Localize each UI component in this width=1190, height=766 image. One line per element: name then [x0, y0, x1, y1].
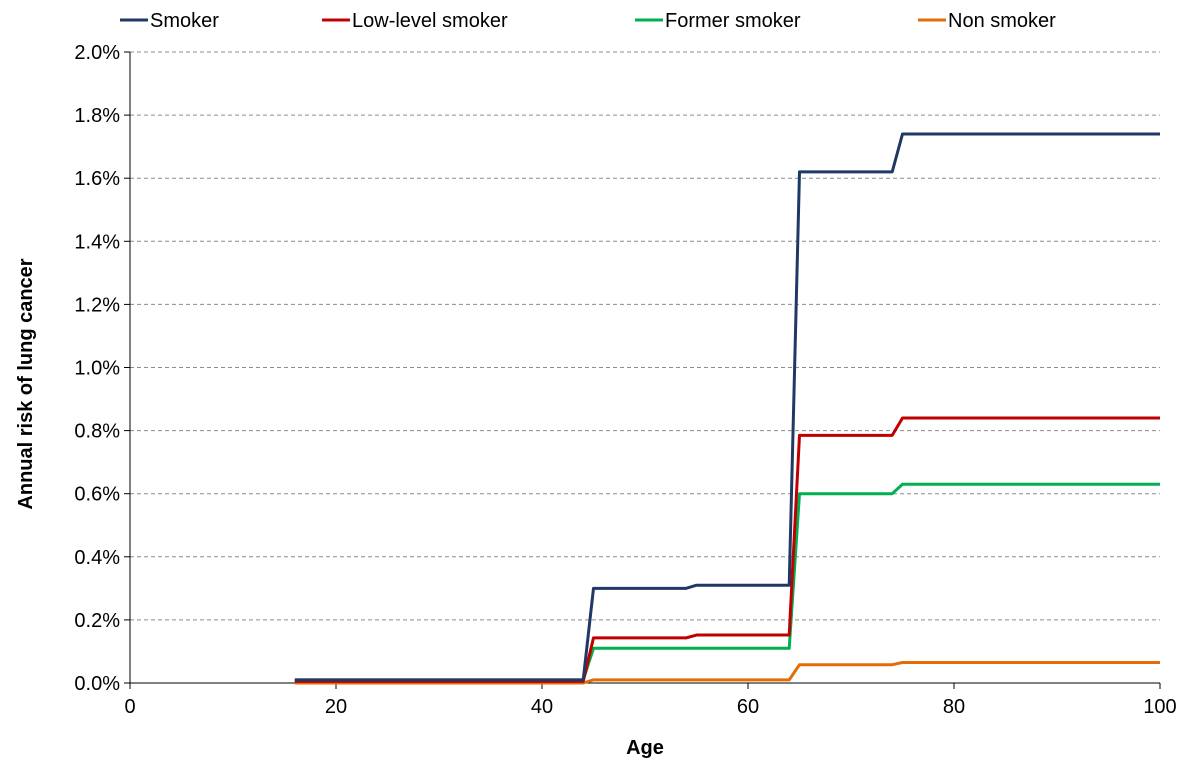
x-tick-label: 80	[943, 696, 965, 718]
y-tick-label: 1.8%	[74, 105, 120, 127]
y-axis-tick-labels: 0.0% 0.2% 0.4% 0.6% 0.8% 1.0% 1.2% 1.4% 1.6% 1.8%…	[74, 42, 120, 695]
y-tick-label: 2.0%	[74, 42, 120, 64]
x-tick-label: 0	[124, 696, 135, 718]
x-tick-label: 40	[531, 696, 553, 718]
y-tick-label: 0.0%	[74, 673, 120, 695]
y-tick-label: 0.4%	[74, 547, 120, 569]
y-tick-label: 1.0%	[74, 358, 120, 380]
legend-label-non-smoker: Non smoker	[948, 10, 1056, 32]
legend-label-smoker: Smoker	[150, 10, 219, 32]
y-tick-label: 0.8%	[74, 421, 120, 443]
y-tick-label: 1.6%	[74, 168, 120, 190]
x-tick-label: 20	[325, 696, 347, 718]
series-line-non-smoker	[294, 660, 1160, 685]
y-axis-title: Annual risk of lung cancer	[15, 258, 37, 509]
x-axis-tick-labels: 0 20 40 60 80 100	[124, 696, 1176, 718]
y-tick-label: 0.2%	[74, 610, 120, 632]
grid	[130, 51, 1160, 621]
x-tick-label: 60	[737, 696, 759, 718]
series-lines	[294, 132, 1160, 685]
series-line-smoker	[294, 132, 1160, 682]
x-tick-label: 100	[1143, 696, 1176, 718]
series-line-former-smoker	[294, 482, 1160, 682]
legend-label-former-smoker: Former smoker	[665, 10, 801, 32]
x-axis-title: Age	[626, 737, 664, 759]
axes	[124, 51, 1161, 689]
legend: Smoker Low-level smoker Former smoker Non s…	[120, 10, 1056, 32]
series-line-low-level-smoker	[294, 416, 1160, 683]
y-tick-label: 1.2%	[74, 294, 120, 316]
legend-label-low-level-smoker: Low-level smoker	[352, 10, 508, 32]
y-tick-label: 1.4%	[74, 231, 120, 253]
y-tick-label: 0.6%	[74, 484, 120, 506]
